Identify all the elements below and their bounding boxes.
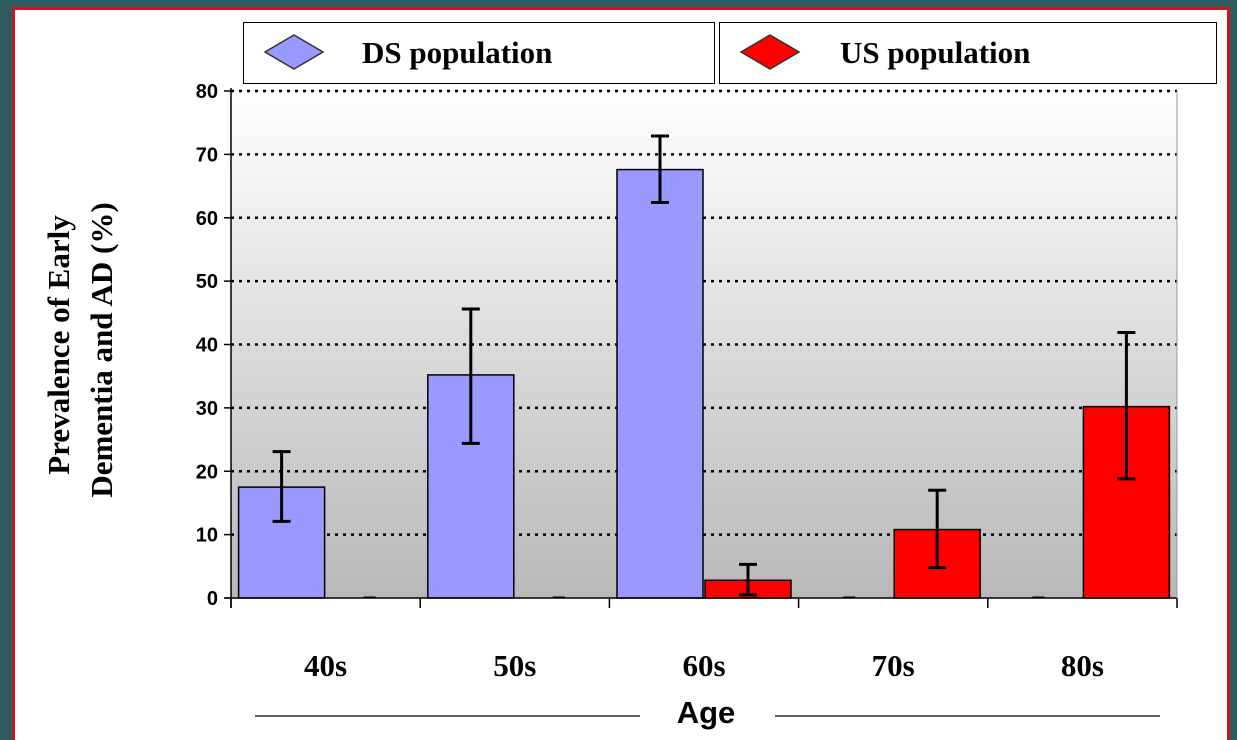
y-axis-label-line1: Prevalence of Early: [41, 215, 76, 475]
gridlines: [231, 89, 1177, 536]
y-tick-label: 80: [196, 81, 218, 103]
x-tick-label: 70s: [872, 648, 915, 683]
x-tick-label: 40s: [304, 648, 347, 683]
axes: [224, 88, 1178, 608]
error-bars: [272, 134, 1136, 597]
legend-label-us: US population: [840, 35, 1031, 70]
bar: [616, 168, 704, 599]
us-diamond-icon: [739, 34, 801, 70]
y-tick-label: 0: [207, 588, 218, 610]
x-tick-label: 50s: [493, 648, 536, 683]
legend-item-ds: DS population: [243, 22, 715, 84]
y-axis-label-line2: Dementia and AD (%): [84, 202, 119, 497]
y-tick-label: 30: [196, 398, 218, 420]
y-tick-label: 50: [196, 271, 218, 293]
y-tick-label: 20: [196, 461, 218, 483]
x-tick-label: 80s: [1061, 648, 1104, 683]
x-axis-label: Age: [677, 695, 736, 730]
y-tick-label: 70: [196, 144, 218, 166]
x-tick-label: 60s: [682, 648, 725, 683]
legend-label-ds: DS population: [362, 35, 553, 70]
y-tick-labels: 0 10 20 30 40 50 60 70 80: [196, 81, 218, 610]
y-tick-label: 60: [196, 208, 218, 230]
y-tick-label: 40: [196, 335, 218, 357]
ds-diamond-icon: [263, 34, 325, 70]
x-tick-labels: 40s 50s 60s 70s 80s: [304, 648, 1104, 683]
legend-item-us: US population: [719, 22, 1217, 84]
y-tick-label: 10: [196, 525, 218, 547]
